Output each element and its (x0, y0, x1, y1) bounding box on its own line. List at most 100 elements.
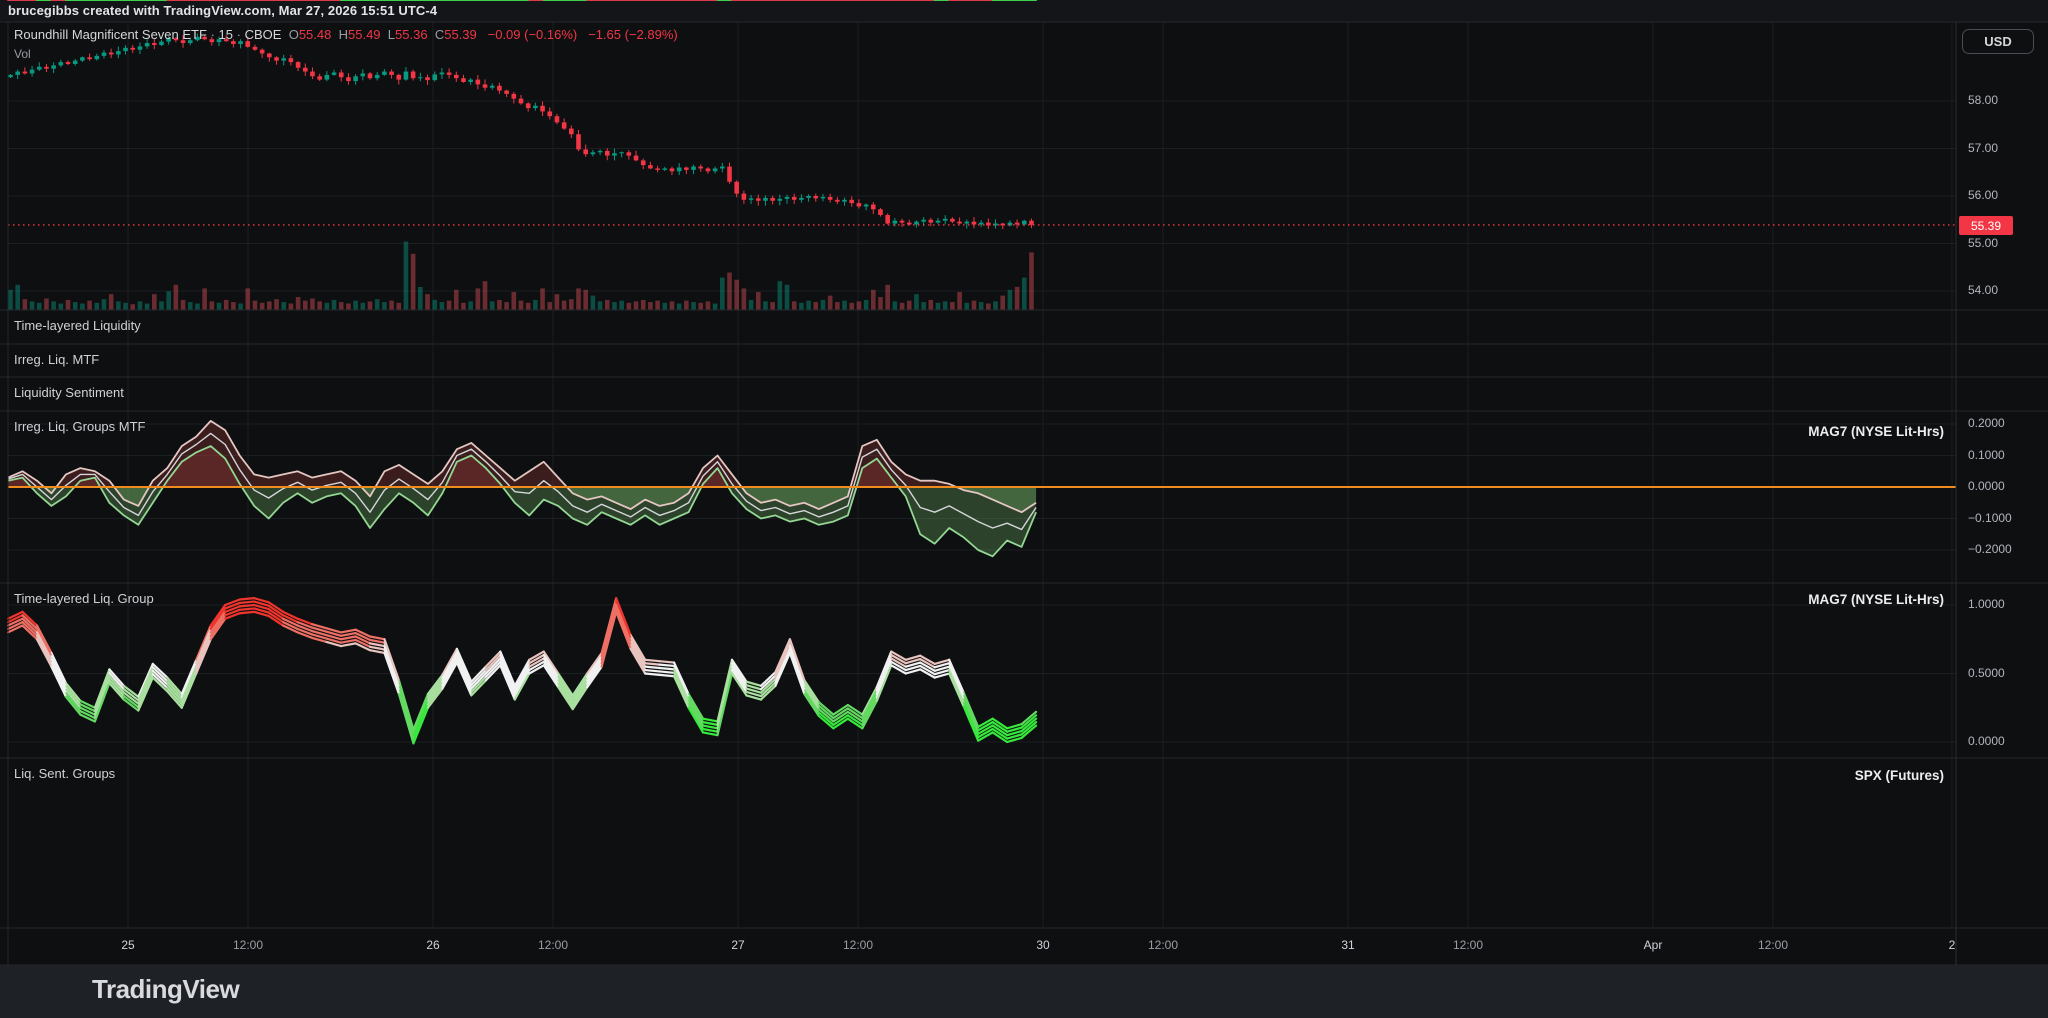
candle-body[interactable] (748, 198, 754, 200)
candle-body[interactable] (827, 196, 833, 200)
candle-body[interactable] (51, 65, 56, 69)
candle-body[interactable] (245, 41, 251, 47)
candle-body[interactable] (461, 78, 466, 82)
candle-body[interactable] (80, 57, 85, 61)
candle-body[interactable] (993, 223, 998, 226)
pane-legend-collapsed[interactable]: Irreg. Liq. MTF (14, 352, 100, 367)
candle-body[interactable] (935, 220, 941, 223)
symbol-interval[interactable]: 15 (218, 27, 233, 42)
candle-body[interactable] (856, 203, 862, 207)
price-axis-tick[interactable]: 56.00 (1968, 188, 1999, 202)
candle-body[interactable] (425, 77, 430, 81)
pane-legend-collapsed[interactable]: Time-layered Liquidity (14, 318, 141, 333)
candle-body[interactable] (259, 49, 265, 54)
candle-body[interactable] (525, 103, 531, 109)
candle-body[interactable] (777, 198, 783, 201)
candle-body[interactable] (835, 199, 840, 202)
candle-body[interactable] (101, 52, 107, 56)
candle-body[interactable] (202, 36, 207, 40)
indicator-axis-tick[interactable]: 0.1000 (1968, 447, 2005, 462)
symbol-legend[interactable]: Roundhill Magnificent Seven ETF · 15 · C… (14, 27, 678, 42)
symbol-title[interactable]: Roundhill Magnificent Seven ETF (14, 27, 207, 42)
candle-body[interactable] (36, 66, 42, 70)
candle-body[interactable] (648, 165, 653, 169)
candle-body[interactable] (238, 41, 243, 44)
candle-body[interactable] (813, 196, 819, 199)
time-axis-label[interactable]: 2 (1948, 938, 1956, 952)
time-axis-label[interactable]: 12:00 (1757, 938, 1789, 952)
indicator-axis-tick[interactable]: 1.0000 (1968, 597, 2005, 611)
candle-body[interactable] (878, 209, 883, 215)
candle-body[interactable] (914, 221, 919, 225)
candle-body[interactable] (899, 220, 905, 223)
candle-body[interactable] (986, 222, 991, 226)
candle-body[interactable] (734, 181, 739, 194)
candle-body[interactable] (727, 166, 732, 182)
candle-body[interactable] (612, 153, 617, 156)
time-axis-label[interactable]: 12:00 (1147, 938, 1179, 952)
candle-body[interactable] (547, 111, 553, 117)
candle-body[interactable] (928, 219, 934, 223)
candle-body[interactable] (116, 51, 121, 55)
candle-body[interactable] (396, 74, 402, 80)
time-axis-label[interactable]: 27 (731, 938, 745, 952)
candle-body[interactable] (849, 199, 855, 204)
candle-body[interactable] (317, 76, 322, 80)
candle-body[interactable] (173, 38, 179, 41)
time-axis-label[interactable]: 12:00 (232, 938, 264, 952)
candle-body[interactable] (29, 69, 35, 74)
candle-body[interactable] (310, 71, 315, 77)
candle-body[interactable] (1029, 220, 1034, 225)
candle-body[interactable] (942, 218, 948, 221)
time-axis-label[interactable]: 12:00 (1452, 938, 1484, 952)
symbol-exchange[interactable]: CBOE (244, 27, 282, 42)
candle-body[interactable] (684, 167, 689, 170)
candle-body[interactable] (906, 222, 912, 225)
candle-body[interactable] (252, 46, 258, 50)
price-axis-tick[interactable]: 55.00 (1968, 235, 1999, 250)
candle-body[interactable] (597, 150, 603, 153)
candle-body[interactable] (58, 62, 64, 66)
indicator-axis-tick[interactable]: 0.5000 (1968, 665, 2005, 680)
candle-body[interactable] (475, 79, 481, 85)
candle-body[interactable] (978, 222, 984, 225)
candle-body[interactable] (302, 67, 308, 72)
indicator-axis-tick[interactable]: 0.2000 (1968, 416, 2005, 430)
candle-body[interactable] (820, 196, 826, 199)
candle-body[interactable] (518, 98, 524, 104)
candle-body[interactable] (755, 198, 761, 201)
candle-body[interactable] (806, 196, 811, 198)
time-axis-label[interactable]: 31 (1341, 938, 1355, 952)
candle-body[interactable] (720, 166, 725, 169)
candle-body[interactable] (640, 160, 646, 166)
candle-body[interactable] (497, 85, 502, 91)
candle-body[interactable] (418, 77, 423, 79)
candle-body[interactable] (274, 57, 279, 61)
candle-body[interactable] (1000, 223, 1006, 226)
pane-legend-collapsed[interactable]: Liquidity Sentiment (14, 385, 124, 400)
candle-body[interactable] (87, 57, 92, 60)
candle-body[interactable] (583, 149, 588, 155)
candle-body[interactable] (267, 53, 272, 58)
candle-body[interactable] (346, 77, 351, 82)
candle-body[interactable] (533, 105, 538, 109)
candle-body[interactable] (676, 167, 682, 172)
candle-body[interactable] (791, 196, 797, 200)
candle-body[interactable] (784, 196, 790, 199)
candle-body[interactable] (712, 168, 718, 172)
candle-body[interactable] (655, 168, 660, 170)
tradingview-wordmark[interactable]: TradingView (92, 974, 240, 1004)
candle-body[interactable] (626, 152, 632, 156)
candle-body[interactable] (482, 84, 488, 88)
candle-body[interactable] (15, 71, 20, 75)
candle-body[interactable] (403, 71, 409, 80)
candle-body[interactable] (633, 155, 639, 161)
candle-body[interactable] (662, 168, 668, 170)
pane-legend[interactable]: Time-layered Liq. Group (14, 591, 154, 606)
candle-body[interactable] (957, 221, 962, 224)
candle-body[interactable] (1021, 220, 1027, 225)
candle-body[interactable] (295, 62, 301, 68)
volume-legend[interactable]: Vol (14, 47, 31, 61)
candle-body[interactable] (468, 79, 473, 82)
candle-body[interactable] (561, 122, 567, 129)
